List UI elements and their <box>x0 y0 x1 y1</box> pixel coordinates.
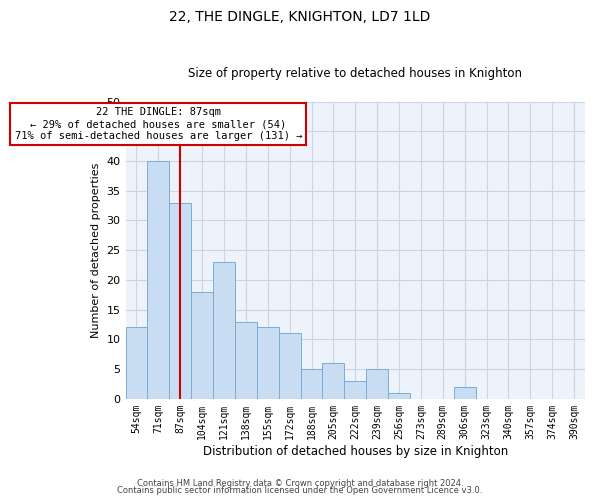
Bar <box>344 381 366 399</box>
Bar <box>366 369 388 399</box>
Title: Size of property relative to detached houses in Knighton: Size of property relative to detached ho… <box>188 66 522 80</box>
Text: Contains HM Land Registry data © Crown copyright and database right 2024.: Contains HM Land Registry data © Crown c… <box>137 478 463 488</box>
Y-axis label: Number of detached properties: Number of detached properties <box>91 162 101 338</box>
Bar <box>301 369 322 399</box>
Text: 22, THE DINGLE, KNIGHTON, LD7 1LD: 22, THE DINGLE, KNIGHTON, LD7 1LD <box>169 10 431 24</box>
Bar <box>388 393 410 399</box>
Bar <box>235 322 257 399</box>
Bar <box>257 328 278 399</box>
Bar <box>148 161 169 399</box>
X-axis label: Distribution of detached houses by size in Knighton: Distribution of detached houses by size … <box>203 444 508 458</box>
Bar <box>191 292 213 399</box>
Text: Contains public sector information licensed under the Open Government Licence v3: Contains public sector information licen… <box>118 486 482 495</box>
Bar <box>169 202 191 399</box>
Bar <box>213 262 235 399</box>
Bar <box>125 328 148 399</box>
Bar <box>454 387 476 399</box>
Bar <box>322 363 344 399</box>
Bar <box>278 334 301 399</box>
Text: 22 THE DINGLE: 87sqm
← 29% of detached houses are smaller (54)
71% of semi-detac: 22 THE DINGLE: 87sqm ← 29% of detached h… <box>14 108 302 140</box>
